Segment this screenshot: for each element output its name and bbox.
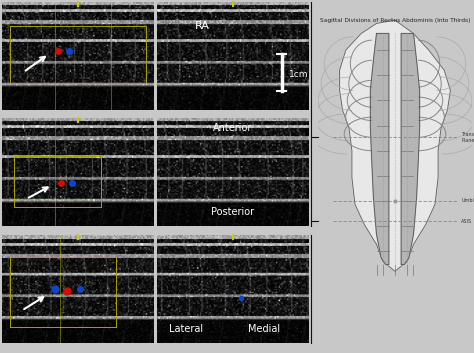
- Text: 1cm: 1cm: [289, 70, 309, 79]
- Text: Umbilicus: Umbilicus: [461, 198, 474, 203]
- Polygon shape: [370, 34, 389, 265]
- Text: Anterior: Anterior: [213, 123, 253, 133]
- Polygon shape: [401, 34, 419, 265]
- Text: Sagittal Divisions of Rectus Abdominis (Into Thirds): Sagittal Divisions of Rectus Abdominis (…: [320, 18, 470, 23]
- Text: ASIS: ASIS: [461, 219, 473, 223]
- Text: Posterior: Posterior: [211, 207, 255, 217]
- Text: Medial: Medial: [248, 324, 280, 334]
- Text: Transpyloric
Plane: Transpyloric Plane: [461, 132, 474, 143]
- Text: RA: RA: [195, 21, 210, 31]
- Text: Lateral: Lateral: [169, 324, 203, 334]
- Polygon shape: [339, 20, 450, 271]
